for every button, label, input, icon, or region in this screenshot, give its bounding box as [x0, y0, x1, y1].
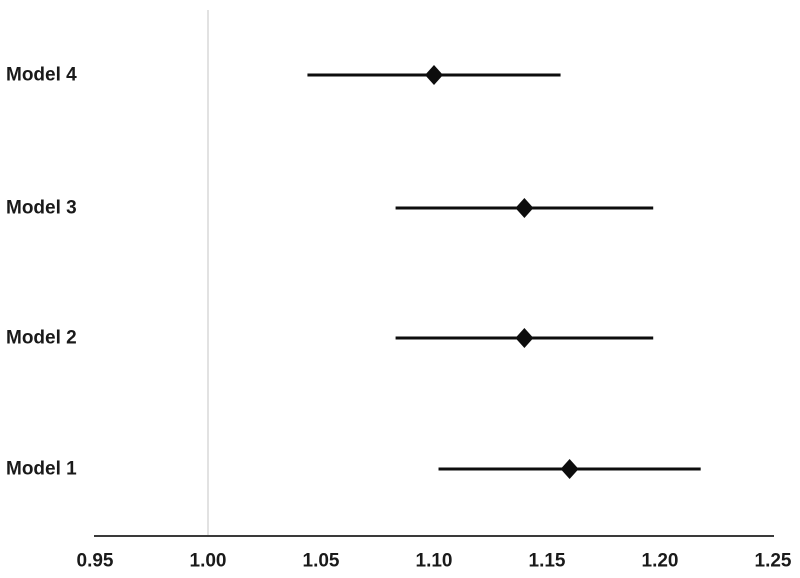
- x-tick-label: 1.20: [642, 551, 679, 572]
- estimate-diamond-marker: [425, 65, 443, 85]
- estimate-diamond-marker: [515, 328, 534, 348]
- x-tick-label: 1.25: [755, 551, 792, 572]
- category-label: Model 2: [6, 328, 77, 349]
- category-label: Model 1: [6, 459, 77, 480]
- category-label: Model 3: [6, 198, 77, 219]
- x-tick-label: 1.15: [529, 551, 566, 572]
- category-label: Model 4: [6, 65, 77, 86]
- x-tick-label: 1.10: [416, 551, 453, 572]
- x-tick-label: 1.00: [190, 551, 227, 572]
- estimate-diamond-marker: [560, 459, 579, 479]
- x-tick-label: 0.95: [77, 551, 114, 572]
- estimate-diamond-marker: [515, 198, 534, 218]
- x-tick-label: 1.05: [303, 551, 340, 572]
